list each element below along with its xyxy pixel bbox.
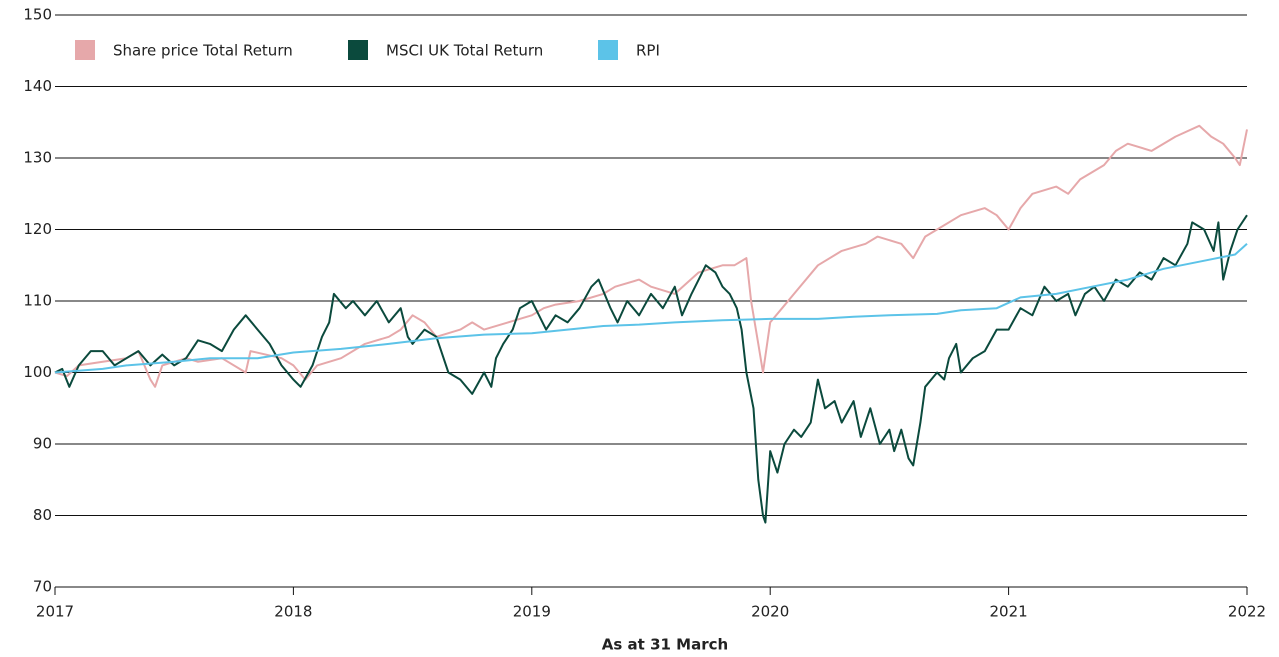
line (54, 214, 1248, 524)
y-tick-label: 80 (33, 506, 52, 524)
y-tick-label: 70 (33, 578, 52, 596)
legend-label: RPI (636, 42, 660, 60)
x-tick-label: 2017 (36, 603, 74, 621)
legend-swatch (598, 40, 618, 60)
y-tick-label: 90 (33, 435, 52, 453)
legend-label: Share price Total Return (113, 42, 293, 60)
x-tick-label: 2018 (274, 603, 312, 621)
x-tick-label: 2022 (1228, 603, 1266, 621)
y-tick-label: 140 (23, 77, 52, 95)
x-tick-label: 2021 (990, 603, 1028, 621)
legend-label: MSCI UK Total Return (386, 42, 543, 60)
y-tick-label: 130 (23, 149, 52, 167)
x-axis-label: As at 31 March (602, 636, 728, 654)
x-tick-label: 2019 (513, 603, 551, 621)
y-tick-label: 100 (23, 363, 52, 381)
y-tick-label: 150 (23, 6, 52, 24)
line (54, 124, 1248, 388)
x-tick-label: 2020 (751, 603, 789, 621)
line (54, 243, 1248, 374)
legend-swatch (75, 40, 95, 60)
y-tick-label: 120 (23, 220, 52, 238)
legend-swatch (348, 40, 368, 60)
y-tick-label: 110 (23, 292, 52, 310)
